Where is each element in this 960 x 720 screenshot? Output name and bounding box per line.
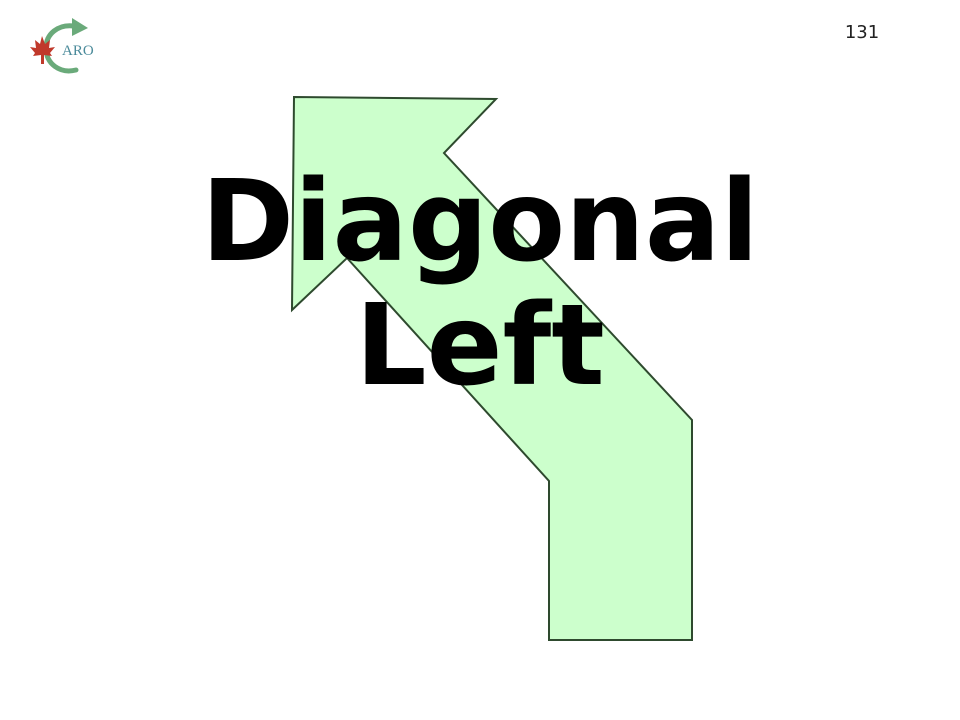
logo-text: ARO xyxy=(62,43,94,59)
page-number: 131 xyxy=(844,22,880,43)
circular-arrow-icon: ARO xyxy=(30,18,94,74)
title-line-left: Left xyxy=(355,281,605,411)
maple-leaf-icon xyxy=(30,36,55,64)
title-line-diagonal: Diagonal xyxy=(201,157,759,287)
slide-title: Diagonal Left xyxy=(0,160,960,408)
logo: ARO xyxy=(28,18,100,82)
